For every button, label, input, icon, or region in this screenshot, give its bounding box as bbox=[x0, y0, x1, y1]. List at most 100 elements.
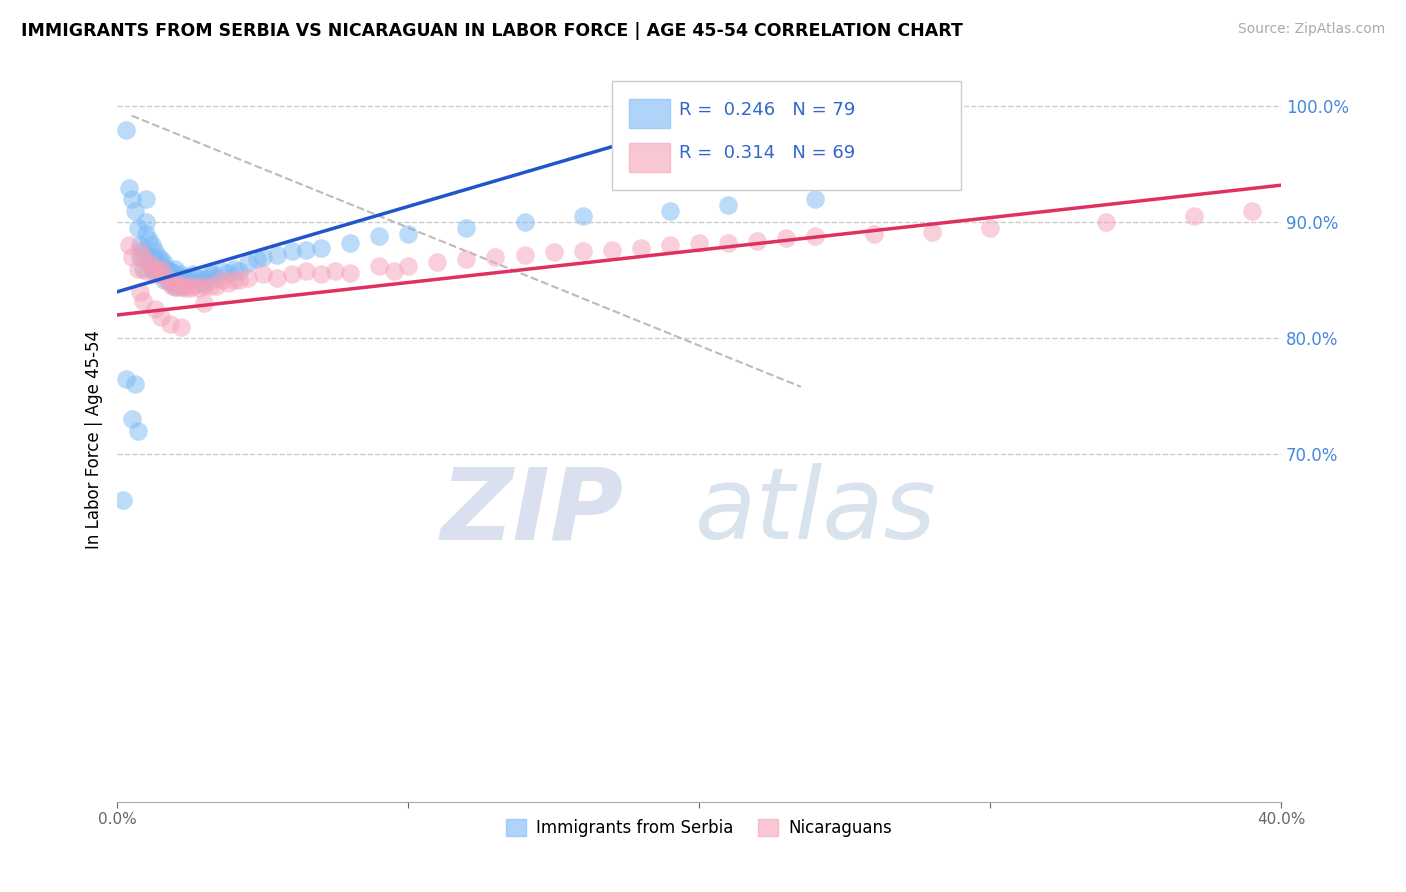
Point bbox=[246, 252, 269, 267]
Point bbox=[1240, 203, 1263, 218]
Bar bbox=[630, 143, 671, 171]
Point bbox=[159, 264, 181, 278]
Point bbox=[138, 256, 160, 270]
Point bbox=[717, 236, 740, 251]
Point bbox=[132, 250, 155, 264]
Point bbox=[295, 243, 318, 257]
Point bbox=[266, 248, 288, 262]
Point bbox=[118, 238, 141, 252]
Point bbox=[111, 493, 134, 508]
Point bbox=[252, 250, 274, 264]
Point bbox=[181, 279, 204, 293]
Text: ZIP: ZIP bbox=[440, 464, 623, 560]
Point bbox=[176, 273, 198, 287]
Point bbox=[200, 279, 222, 293]
Point bbox=[152, 273, 174, 287]
Point bbox=[193, 296, 215, 310]
Point bbox=[162, 265, 184, 279]
Point bbox=[124, 377, 146, 392]
Point bbox=[717, 198, 740, 212]
Point bbox=[804, 192, 827, 206]
Point bbox=[170, 268, 193, 282]
Point bbox=[129, 250, 152, 264]
Point bbox=[124, 203, 146, 218]
Point bbox=[571, 244, 593, 259]
Point bbox=[121, 250, 143, 264]
Point bbox=[165, 261, 187, 276]
Point bbox=[165, 276, 187, 290]
Point bbox=[600, 243, 623, 257]
Point bbox=[222, 273, 245, 287]
Point bbox=[513, 215, 536, 229]
Point bbox=[484, 250, 506, 264]
Point bbox=[426, 254, 449, 268]
Text: IMMIGRANTS FROM SERBIA VS NICARAGUAN IN LABOR FORCE | AGE 45-54 CORRELATION CHAR: IMMIGRANTS FROM SERBIA VS NICARAGUAN IN … bbox=[21, 22, 963, 40]
Legend: Immigrants from Serbia, Nicaraguans: Immigrants from Serbia, Nicaraguans bbox=[499, 813, 898, 844]
FancyBboxPatch shape bbox=[612, 81, 960, 190]
Point bbox=[143, 264, 166, 278]
Point bbox=[132, 294, 155, 309]
Point bbox=[211, 264, 233, 278]
Point bbox=[127, 261, 149, 276]
Point bbox=[222, 261, 245, 276]
Point bbox=[236, 256, 259, 270]
Point bbox=[688, 236, 710, 251]
Point bbox=[543, 245, 565, 260]
Point bbox=[115, 372, 138, 386]
Point bbox=[132, 244, 155, 259]
Bar bbox=[630, 99, 671, 128]
Point bbox=[281, 268, 304, 282]
Point bbox=[167, 277, 190, 292]
Point bbox=[121, 412, 143, 426]
Point bbox=[129, 244, 152, 259]
Point bbox=[149, 268, 172, 282]
Point bbox=[659, 238, 682, 252]
Point bbox=[339, 236, 361, 251]
Point bbox=[228, 264, 250, 278]
Point bbox=[217, 266, 239, 280]
Point bbox=[135, 215, 157, 229]
Point bbox=[159, 317, 181, 331]
Point bbox=[135, 227, 157, 241]
Point bbox=[176, 279, 198, 293]
Point bbox=[121, 192, 143, 206]
Point bbox=[149, 310, 172, 325]
Text: R =  0.246   N = 79: R = 0.246 N = 79 bbox=[679, 101, 856, 119]
Point bbox=[190, 272, 212, 286]
Point bbox=[211, 273, 233, 287]
Point bbox=[159, 273, 181, 287]
Point bbox=[138, 233, 160, 247]
Point bbox=[167, 280, 190, 294]
Point bbox=[152, 256, 174, 270]
Point bbox=[141, 260, 163, 274]
Point bbox=[382, 264, 405, 278]
Point bbox=[339, 266, 361, 280]
Point bbox=[162, 276, 184, 290]
Point bbox=[138, 250, 160, 264]
Point bbox=[456, 221, 478, 235]
Point bbox=[146, 261, 169, 276]
Point bbox=[146, 250, 169, 264]
Point bbox=[129, 238, 152, 252]
Point bbox=[165, 271, 187, 285]
Point bbox=[309, 241, 332, 255]
Point bbox=[152, 265, 174, 279]
Point bbox=[202, 268, 225, 282]
Point bbox=[156, 269, 179, 284]
Point bbox=[193, 276, 215, 290]
Point bbox=[368, 229, 391, 244]
Point bbox=[152, 268, 174, 282]
Point bbox=[266, 271, 288, 285]
Point bbox=[149, 252, 172, 267]
Point bbox=[141, 261, 163, 276]
Point bbox=[135, 192, 157, 206]
Point bbox=[217, 276, 239, 290]
Point bbox=[143, 256, 166, 270]
Point bbox=[132, 261, 155, 276]
Text: atlas: atlas bbox=[695, 464, 936, 560]
Point bbox=[129, 285, 152, 299]
Point bbox=[115, 122, 138, 136]
Point bbox=[141, 238, 163, 252]
Text: Source: ZipAtlas.com: Source: ZipAtlas.com bbox=[1237, 22, 1385, 37]
Point bbox=[862, 227, 884, 241]
